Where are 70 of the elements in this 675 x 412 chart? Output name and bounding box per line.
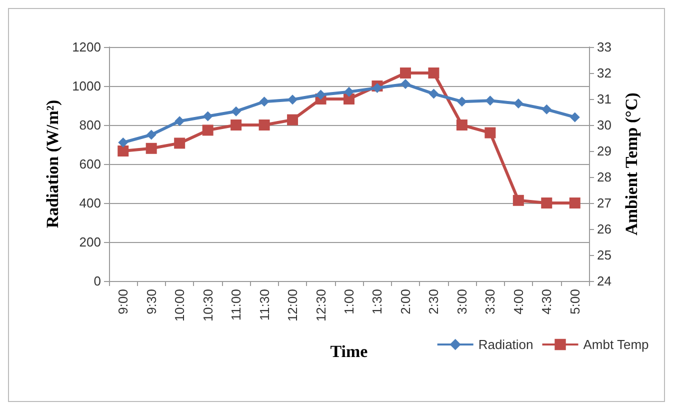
y2-tick-label: 26 xyxy=(597,222,612,236)
y-tick-label: 1000 xyxy=(72,78,101,94)
x-tick-label: 12:30 xyxy=(313,289,328,322)
x-tick-label: 9:30 xyxy=(144,289,159,314)
point xyxy=(118,146,129,156)
x-tick-label: 2:30 xyxy=(426,289,442,314)
x-tick-label: 11:00 xyxy=(228,289,244,321)
y-tick-label: 400 xyxy=(79,196,101,210)
point xyxy=(258,120,270,130)
point xyxy=(202,124,214,136)
point xyxy=(428,88,439,99)
x-tick-label: 9:00 xyxy=(116,289,131,314)
point xyxy=(174,138,186,149)
x-tick-label: 1:30 xyxy=(370,289,385,314)
y2-tick-label: 27 xyxy=(597,196,612,210)
y-axis-title: Radiation (W/m²) xyxy=(43,100,62,228)
point xyxy=(542,104,552,114)
point xyxy=(344,94,354,104)
x-tick-label: 1:00 xyxy=(342,289,356,314)
point xyxy=(456,120,468,130)
y2-tick-label: 24 xyxy=(597,274,612,288)
point xyxy=(513,98,524,109)
point xyxy=(118,138,128,148)
y-tick-label: 1200 xyxy=(72,40,101,54)
x-tick-label: 4:30 xyxy=(539,289,554,314)
point xyxy=(316,90,326,100)
point xyxy=(400,79,410,90)
y2-tick-label: 33 xyxy=(597,40,612,54)
y-tick-label: 0 xyxy=(94,274,101,288)
x-tick-label: 4:00 xyxy=(510,289,526,314)
x-tick-label: 10:00 xyxy=(172,289,188,322)
y-tick-label: 200 xyxy=(79,234,101,250)
y2-tick-label: 28 xyxy=(597,170,612,184)
point xyxy=(202,111,213,122)
y-tick-label: 600 xyxy=(79,156,101,172)
y-tick-label: 800 xyxy=(79,118,101,132)
x-tick-label: 3:00 xyxy=(454,289,470,314)
y2-tick-label: 32 xyxy=(597,66,612,80)
x-tick-label: 12:00 xyxy=(285,289,300,322)
point xyxy=(485,96,496,106)
point xyxy=(541,198,552,208)
point xyxy=(146,142,157,154)
x-axis-title: Time xyxy=(330,342,368,361)
point xyxy=(146,130,156,140)
point xyxy=(569,198,580,208)
point xyxy=(288,94,298,105)
point xyxy=(512,194,524,206)
point xyxy=(344,86,354,97)
point xyxy=(570,112,580,122)
y2-tick-label: 30 xyxy=(597,118,612,132)
legend-label: Ambt Temp xyxy=(583,337,649,352)
x-tick-label: 5:00 xyxy=(567,289,582,314)
point xyxy=(484,127,496,138)
point xyxy=(456,96,467,107)
x-tick-label: 3:30 xyxy=(482,289,498,314)
point xyxy=(287,114,298,126)
y2-tick-label: 31 xyxy=(597,92,612,106)
x-tick-label: 11:30 xyxy=(256,289,272,321)
point xyxy=(259,96,270,107)
y2-axis-title: Ambient Temp (°C) xyxy=(622,92,641,236)
point xyxy=(230,120,242,130)
x-tick-label: 2:00 xyxy=(398,289,413,314)
point xyxy=(174,116,185,126)
x-tick-label: 10:30 xyxy=(200,289,216,322)
point xyxy=(400,68,411,78)
legend-label: Radiation xyxy=(478,337,534,352)
point xyxy=(428,68,440,78)
point xyxy=(231,106,242,116)
y2-tick-label: 25 xyxy=(597,248,612,262)
y2-tick-label: 29 xyxy=(597,144,612,158)
